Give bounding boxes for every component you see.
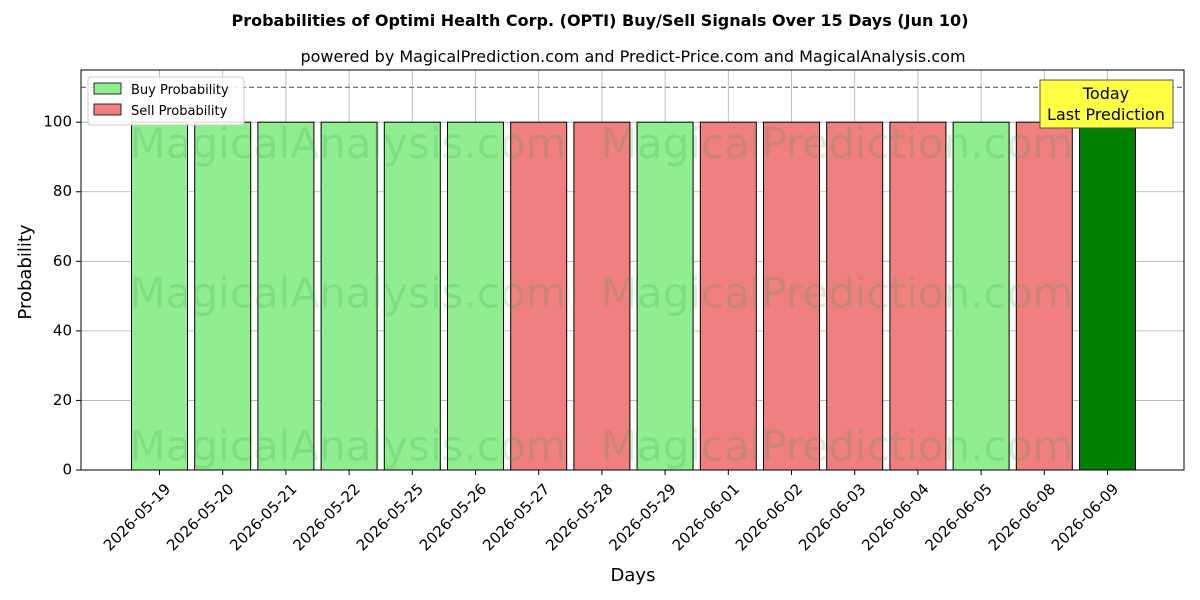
bar-2026-05-25-buy [383, 121, 441, 471]
watermark-prediction-1: MagicalPrediction.com [601, 269, 1074, 318]
bar-2026-05-26-buy [447, 121, 504, 471]
x-tick-label-6: 2026-05-27 [479, 480, 553, 554]
x-tick-label-0: 2026-05-19 [100, 480, 174, 554]
bar-2026-06-02-sell [763, 121, 820, 471]
bar-2026-05-22-buy [320, 121, 378, 471]
legend: Buy Probability Sell Probability [87, 76, 245, 126]
annotation-line1: Today [1082, 84, 1129, 103]
bar-2026-05-28-sell [573, 121, 631, 471]
bar-2026-06-01-sell [699, 121, 757, 471]
bars [131, 121, 1136, 471]
watermark-analysis-1: MagicalAnalysis.com [130, 269, 567, 318]
x-ticks: 2026-05-192026-05-202026-05-212026-05-22… [100, 470, 1122, 554]
chart-title: Probabilities of Optimi Health Corp. (OP… [231, 11, 968, 30]
bar-2026-05-27-sell [510, 121, 568, 471]
x-tick-label-14: 2026-06-08 [985, 480, 1059, 554]
x-tick-label-2: 2026-05-21 [226, 480, 300, 554]
legend-swatch-buy [93, 82, 122, 95]
annotation-line2: Last Prediction [1047, 105, 1165, 124]
bar-2026-06-09-today [1079, 121, 1136, 471]
watermarks: MagicalAnalysis.com MagicalPrediction.com… [130, 119, 1074, 471]
bar-2026-06-05-buy [952, 121, 1010, 471]
legend-label-sell: Sell Probability [131, 104, 228, 119]
today-annotation: Today Last Prediction [1039, 79, 1174, 129]
y-ticks: 0 20 40 60 80 100 [43, 113, 81, 479]
y-tick-label-4: 80 [53, 182, 72, 200]
bar-2026-05-29-buy [636, 121, 694, 471]
bar-2026-05-21-buy [257, 121, 315, 471]
y-tick-label-3: 60 [53, 252, 72, 270]
x-tick-label-5: 2026-05-26 [416, 480, 490, 554]
legend-box [87, 76, 245, 126]
x-tick-label-10: 2026-06-02 [732, 480, 806, 554]
chart-subtitle: powered by MagicalPrediction.com and Pre… [300, 47, 965, 66]
annotation-box [1039, 79, 1174, 129]
x-tick-label-13: 2026-06-05 [921, 480, 995, 554]
x-tick-label-12: 2026-06-04 [858, 480, 932, 554]
x-tick-label-1: 2026-05-20 [163, 480, 237, 554]
legend-label-buy: Buy Probability [131, 83, 229, 98]
bar-2026-06-08-sell [1015, 121, 1073, 471]
watermark-prediction-0: MagicalPrediction.com [601, 119, 1074, 168]
bar-2026-06-04-sell [889, 121, 947, 471]
y-tick-label-1: 20 [53, 391, 72, 409]
x-tick-label-15: 2026-06-09 [1048, 480, 1122, 554]
plot-frame [80, 69, 1185, 471]
bar-2026-06-03-sell [826, 121, 884, 471]
x-axis-label: Days [611, 565, 656, 586]
x-tick-label-3: 2026-05-22 [289, 480, 363, 554]
y-tick-label-2: 40 [53, 321, 72, 339]
watermark-prediction-2: MagicalPrediction.com [601, 422, 1074, 471]
watermark-analysis-0: MagicalAnalysis.com [130, 119, 567, 168]
x-tick-label-11: 2026-06-03 [795, 480, 869, 554]
y-tick-label-0: 0 [62, 461, 72, 479]
x-tick-label-4: 2026-05-25 [353, 480, 427, 554]
legend-swatch-sell [93, 103, 122, 116]
x-tick-label-7: 2026-05-28 [542, 480, 616, 554]
watermark-analysis-2: MagicalAnalysis.com [130, 422, 567, 471]
y-tick-label-5: 100 [43, 113, 72, 131]
x-tick-label-8: 2026-05-29 [605, 480, 679, 554]
x-tick-label-9: 2026-06-01 [669, 480, 743, 554]
y-axis-label: Probability [15, 224, 36, 319]
